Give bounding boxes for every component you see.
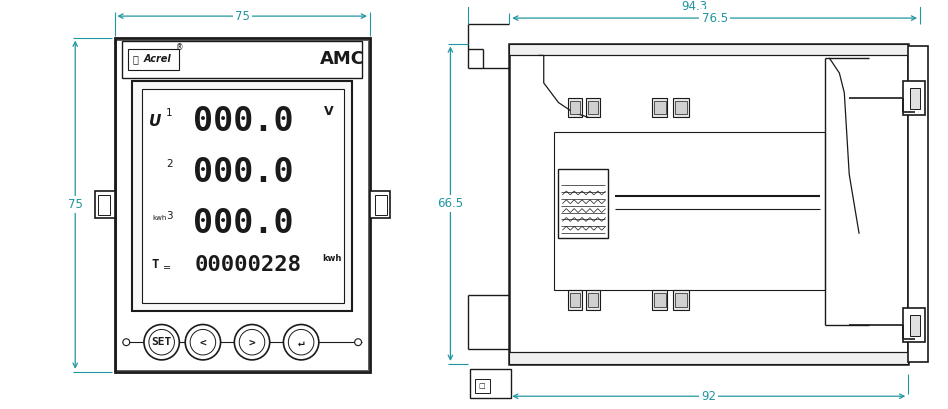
Text: Ⓢ: Ⓢ	[132, 54, 138, 64]
Text: =: =	[162, 263, 171, 274]
Text: 3: 3	[166, 211, 173, 220]
Bar	[910, 88, 920, 110]
Text: kwh: kwh	[322, 254, 341, 263]
Text: 1: 1	[166, 108, 173, 118]
Circle shape	[144, 324, 179, 360]
Bar	[675, 101, 687, 115]
Bar	[132, 81, 353, 311]
Text: ↵: ↵	[298, 337, 304, 347]
Bar	[903, 81, 925, 115]
Text: V: V	[324, 105, 334, 118]
Bar	[117, 40, 368, 370]
Bar	[673, 98, 689, 117]
Bar	[588, 101, 598, 115]
Text: Acrel: Acrel	[144, 54, 172, 64]
Bar	[554, 132, 825, 290]
Text: 000.0: 000.0	[192, 207, 294, 240]
Text: 66.5: 66.5	[437, 197, 464, 210]
Bar	[128, 49, 179, 70]
Bar	[509, 352, 908, 364]
Bar	[568, 290, 582, 310]
Bar	[374, 195, 387, 214]
Text: AMC: AMC	[319, 50, 365, 68]
Bar	[95, 191, 115, 218]
Circle shape	[283, 324, 319, 360]
Bar	[115, 38, 370, 372]
Text: U: U	[149, 114, 161, 129]
Text: T: T	[151, 258, 158, 271]
Bar	[568, 98, 582, 117]
Bar	[652, 98, 667, 117]
Text: 00000228: 00000228	[194, 255, 301, 274]
Text: 000.0: 000.0	[192, 156, 294, 189]
Bar	[586, 98, 600, 117]
Bar	[654, 293, 665, 307]
Bar	[908, 45, 928, 362]
Text: 94.3: 94.3	[681, 0, 707, 13]
Text: 2: 2	[166, 160, 173, 169]
Bar	[652, 290, 667, 310]
Text: 75: 75	[67, 198, 82, 211]
Bar	[586, 290, 600, 310]
Text: <: <	[199, 337, 207, 347]
Bar	[142, 89, 344, 303]
Text: 76.5: 76.5	[702, 11, 728, 25]
Bar	[122, 40, 362, 78]
Bar	[588, 293, 598, 307]
Bar	[98, 195, 110, 214]
Text: 92: 92	[702, 390, 717, 403]
Bar	[509, 44, 908, 364]
Bar	[370, 191, 390, 218]
Bar	[903, 308, 925, 342]
Circle shape	[355, 339, 361, 346]
Bar	[558, 169, 608, 238]
Bar	[673, 290, 689, 310]
Text: SET: SET	[152, 337, 172, 347]
Text: kwh: kwh	[153, 216, 167, 221]
Text: 75: 75	[235, 9, 249, 22]
Text: >: >	[248, 337, 255, 347]
Text: □: □	[479, 383, 485, 389]
Circle shape	[185, 324, 221, 360]
Bar	[654, 101, 665, 115]
Bar	[571, 293, 580, 307]
Circle shape	[123, 339, 130, 346]
Text: 000.0: 000.0	[192, 105, 294, 138]
Bar	[475, 379, 490, 393]
Bar	[910, 315, 920, 336]
Text: ®: ®	[175, 43, 183, 52]
Bar	[675, 293, 687, 307]
Bar	[509, 44, 908, 55]
Circle shape	[234, 324, 269, 360]
Bar	[470, 369, 511, 398]
Bar	[571, 101, 580, 115]
